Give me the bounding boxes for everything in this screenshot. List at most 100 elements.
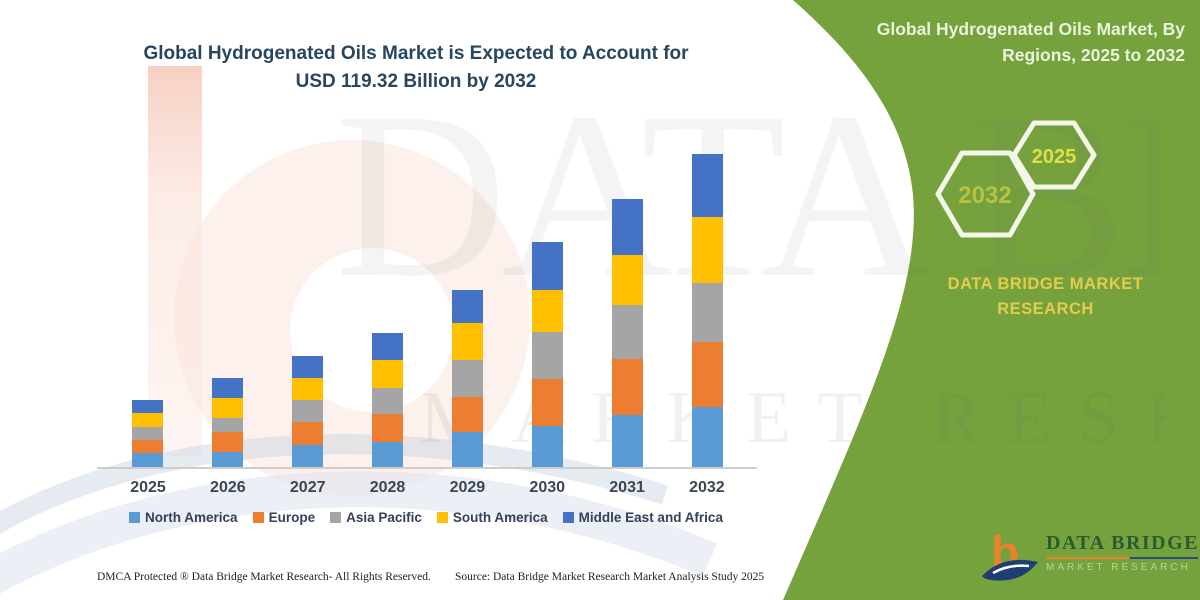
- panel-title-line2: Regions, 2025 to 2032: [1002, 45, 1185, 66]
- bar-2029: [452, 289, 483, 467]
- panel-brand-line2: RESEARCH: [997, 299, 1094, 318]
- x-axis-label: 2031: [609, 479, 645, 496]
- x-axis-label: 2029: [449, 479, 486, 496]
- bar-segment: [132, 426, 163, 441]
- legend-swatch-icon: [562, 512, 574, 523]
- bar-segment: [612, 304, 643, 359]
- bar-segment: [212, 418, 243, 432]
- x-axis-label: 2032: [689, 479, 725, 496]
- panel-title-line1: Global Hydrogenated Oils Market, By: [876, 19, 1185, 39]
- bar-segment: [292, 400, 323, 422]
- panel-brand-line1: DATA BRIDGE MARKET: [947, 275, 1144, 293]
- bar-segment: [692, 341, 723, 407]
- legend-label: Middle East and Africa: [578, 510, 723, 525]
- bar-chart-plot-area: [100, 137, 755, 467]
- dmca-notice: DMCA Protected ® Data Bridge Market Rese…: [97, 571, 431, 583]
- x-axis-label: 2028: [369, 479, 406, 496]
- bar-segment: [612, 358, 643, 415]
- bar-2025: [132, 399, 163, 467]
- bar-segment: [612, 414, 643, 467]
- x-axis-label: 2027: [289, 479, 326, 496]
- bar-segment: [612, 198, 643, 255]
- hexagon-2032-label: 2032: [958, 182, 1011, 209]
- logo-divider: [1046, 557, 1198, 559]
- bar-2026: [212, 378, 243, 467]
- bar-2031: [612, 198, 643, 467]
- panel-brand-text: DATA BRIDGE MARKET RESEARCH: [938, 272, 1153, 322]
- legend-swatch-icon: [129, 512, 141, 523]
- bar-segment: [132, 453, 163, 467]
- bar-segment: [212, 451, 243, 467]
- legend-label: South America: [452, 510, 548, 525]
- x-axis-label: 2025: [130, 479, 166, 496]
- bar-segment: [372, 441, 403, 467]
- bar-segment: [292, 445, 323, 467]
- logo-brand-name: DATA BRIDGE: [1046, 532, 1200, 554]
- panel-title: Global Hydrogenated Oils Market, By Regi…: [790, 16, 1185, 69]
- legend-swatch-icon: [330, 512, 342, 523]
- legend-item: Europe: [252, 510, 316, 525]
- x-axis-labels: 2025 2026 2027 2028 2029 2030 2031 2032: [100, 479, 755, 497]
- pink-b-watermark-icon: [148, 66, 530, 496]
- green-panel-shape: [783, 0, 1200, 600]
- legend-item: South America: [436, 510, 548, 525]
- bar-segment: [292, 421, 323, 445]
- bar-segment: [532, 331, 563, 379]
- logo-tagline: MARKET RESEARCH: [1046, 562, 1191, 573]
- hexagon-2025-label: 2025: [1032, 146, 1077, 168]
- x-axis-label: 2030: [529, 479, 566, 496]
- legend-swatch-icon: [252, 512, 264, 523]
- bar-segment: [212, 431, 243, 452]
- legend-item: North America: [129, 510, 238, 525]
- bar-segment: [452, 359, 483, 397]
- bar-segment: [132, 399, 163, 414]
- legend-label: Asia Pacific: [346, 510, 422, 525]
- bar-segment: [212, 378, 243, 399]
- bar-segment: [452, 431, 483, 467]
- bar-segment: [372, 360, 403, 389]
- legend-item: Middle East and Africa: [562, 510, 723, 525]
- bar-segment: [372, 388, 403, 414]
- chart-title-line1: Global Hydrogenated Oils Market is Expec…: [143, 43, 689, 64]
- bar-segment: [452, 323, 483, 360]
- bar-segment: [292, 355, 323, 379]
- bar-segment: [532, 242, 563, 291]
- bar-segment: [692, 154, 723, 218]
- year-hexagons: 2032 2025: [925, 115, 1110, 247]
- bar-segment: [532, 378, 563, 426]
- bar-segment: [532, 290, 563, 332]
- legend-label: North America: [145, 510, 238, 525]
- hexagon-2032-icon: [935, 150, 1036, 238]
- bar-segment: [452, 396, 483, 432]
- bar-segment: [692, 406, 723, 467]
- data-bridge-logo-icon: b: [982, 526, 1038, 581]
- chart-title-line2: USD 119.32 Billion by 2032: [295, 70, 537, 92]
- legend-item: Asia Pacific: [330, 510, 422, 525]
- hexagon-2025-icon: [1011, 120, 1097, 190]
- bar-2028: [372, 333, 403, 467]
- source-note: Source: Data Bridge Market Research Mark…: [455, 571, 765, 583]
- bar-2027: [292, 355, 323, 467]
- bar-segment: [692, 217, 723, 284]
- chart-legend: North America Europe Asia Pacific South Ame…: [96, 510, 756, 525]
- bar-segment: [612, 254, 643, 305]
- bar-segment: [132, 413, 163, 427]
- bar-segment: [292, 378, 323, 401]
- bar-segment: [132, 440, 163, 454]
- legend-label: Europe: [268, 510, 316, 525]
- x-axis-label: 2026: [210, 479, 246, 496]
- company-logo: b DATA BRIDGE MARKET RESEARCH: [981, 520, 1199, 588]
- bar-segment: [372, 413, 403, 442]
- chart-title: Global Hydrogenated Oils Market is Expec…: [110, 40, 722, 95]
- bar-segment: [532, 425, 563, 467]
- bar-segment: [212, 398, 243, 419]
- bar-2030: [532, 242, 563, 467]
- bar-segment: [452, 289, 483, 324]
- x-axis-line: [97, 467, 757, 469]
- bar-2032: [692, 154, 723, 467]
- bar-segment: [692, 283, 723, 342]
- bar-segment: [372, 333, 403, 361]
